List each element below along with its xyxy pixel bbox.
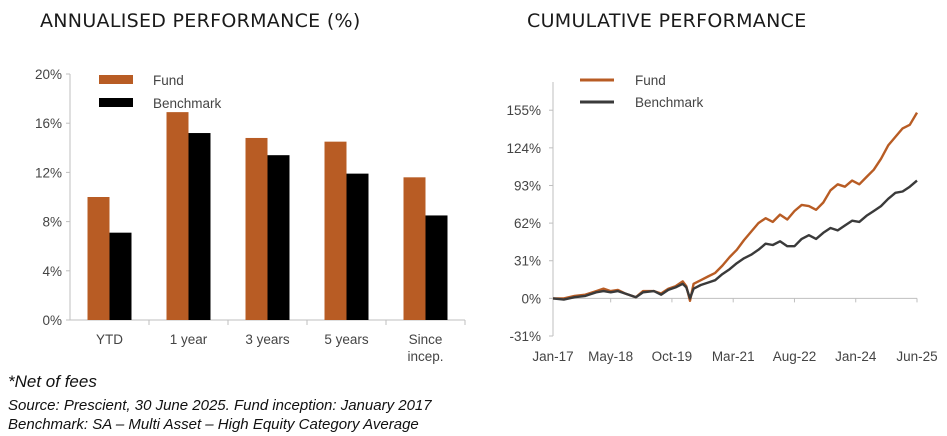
line-y-tick-label: -31% xyxy=(509,329,541,344)
bar-y-tick-label: 12% xyxy=(35,165,62,180)
line-x-tick-label: Jan-24 xyxy=(835,349,877,364)
bar-y-tick-label: 0% xyxy=(42,313,62,328)
bar-y-tick-label: 4% xyxy=(42,264,62,279)
line-y-tick-label: 124% xyxy=(506,141,541,156)
line-y-tick-label: 0% xyxy=(521,291,541,306)
bar-category-label: Since xyxy=(409,332,443,347)
bar-category-label: YTD xyxy=(96,332,123,347)
bar-legend-swatch xyxy=(99,75,133,84)
bar-fund xyxy=(324,141,347,320)
net-of-fees-note: *Net of fees xyxy=(8,372,97,391)
bar-benchmark xyxy=(109,232,132,320)
bar-benchmark xyxy=(425,215,448,320)
line-legend-label: Fund xyxy=(635,73,666,88)
bar-benchmark xyxy=(188,133,211,320)
bar-benchmark xyxy=(267,155,290,320)
line-x-tick-label: Jun-25 xyxy=(896,349,937,364)
source-note: Source: Prescient, 30 June 2025. Fund in… xyxy=(8,397,432,414)
line-legend-label: Benchmark xyxy=(635,95,704,110)
line-y-tick-label: 93% xyxy=(514,178,541,193)
bar-category-label: 1 year xyxy=(170,332,208,347)
line-y-tick-label: 31% xyxy=(514,254,541,269)
bar-fund xyxy=(87,197,110,320)
line-x-tick-label: Aug-22 xyxy=(773,349,817,364)
bar-chart-title: ANNUALISED PERFORMANCE (%) xyxy=(40,10,361,32)
bar-legend-label: Fund xyxy=(153,73,184,88)
bar-fund xyxy=(245,137,268,320)
line-x-tick-label: Oct-19 xyxy=(652,349,693,364)
bar-fund xyxy=(403,177,426,320)
line-x-tick-label: Jan-17 xyxy=(532,349,573,364)
bar-benchmark xyxy=(346,173,369,320)
bar-y-tick-label: 20% xyxy=(35,67,62,82)
bar-category-label: 5 years xyxy=(324,332,369,347)
line-y-tick-label: 62% xyxy=(514,216,541,231)
bar-category-label: incep. xyxy=(407,349,443,364)
line-x-tick-label: May-18 xyxy=(588,349,633,364)
line-x-tick-label: Mar-21 xyxy=(712,349,755,364)
bar-category-label: 3 years xyxy=(245,332,290,347)
bar-y-tick-label: 16% xyxy=(35,116,62,131)
line-series-benchmark xyxy=(552,179,918,301)
bar-y-tick-label: 8% xyxy=(42,215,62,230)
line-y-tick-label: 155% xyxy=(506,103,541,118)
bar-legend-swatch xyxy=(99,98,133,107)
bar-fund xyxy=(166,112,189,320)
bar-legend-label: Benchmark xyxy=(153,96,222,111)
line-chart-title: CUMULATIVE PERFORMANCE xyxy=(527,10,807,32)
benchmark-note: Benchmark: SA – Multi Asset – High Equit… xyxy=(8,416,419,433)
line-series-fund xyxy=(553,111,919,302)
